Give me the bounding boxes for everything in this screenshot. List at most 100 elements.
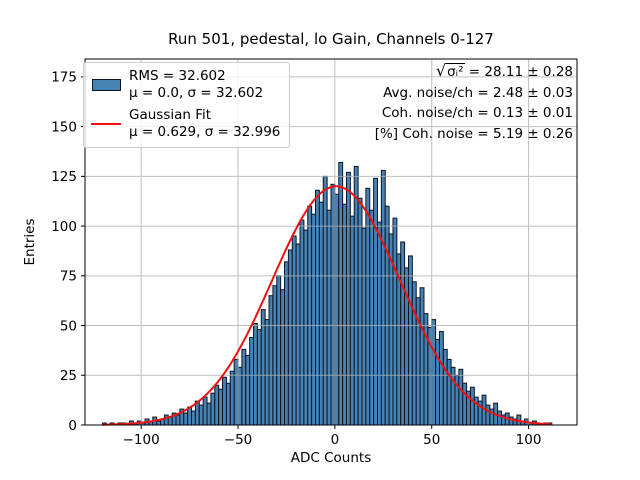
histogram-bar [198, 404, 204, 426]
histogram-bar [369, 209, 375, 426]
histogram-bar [237, 366, 243, 426]
histogram-bar [229, 370, 235, 426]
pct-coh-noise-line: [%] Coh. noise = 5.19 ± 0.26 [374, 125, 573, 142]
legend-handle [91, 122, 121, 126]
histogram-bar [241, 348, 247, 426]
sqrt-value: = 28.11 ± 0.28 [464, 64, 573, 80]
histogram-bar [280, 289, 286, 426]
histogram-bar [326, 209, 332, 426]
histogram-bar [349, 215, 355, 426]
x-tick-label: −50 [224, 432, 253, 448]
histogram-bar [253, 323, 258, 426]
histogram-bar [303, 229, 309, 426]
y-tick-label: 0 [68, 418, 77, 434]
sqrt-radicand: σᵢ² [446, 63, 465, 80]
histogram-bar [272, 285, 278, 426]
legend-hist-stats: μ = 0.0, σ = 32.602 [129, 85, 264, 101]
x-axis-label: ADC Counts [290, 450, 372, 466]
histogram-bar [291, 235, 297, 426]
histogram-bar [225, 382, 231, 426]
fit-line-icon [91, 122, 121, 126]
histogram-bar [183, 412, 189, 426]
histogram-bar [322, 175, 328, 426]
histogram-bar [353, 165, 359, 426]
legend-entry-histogram: RMS = 32.602 μ = 0.0, σ = 32.602 [91, 68, 280, 102]
histogram-bar [299, 219, 305, 426]
histogram-bar [384, 205, 390, 426]
histogram-bar [450, 366, 456, 426]
legend-histogram-text: RMS = 32.602 μ = 0.0, σ = 32.602 [129, 68, 263, 102]
histogram-bar [268, 295, 274, 426]
histogram-bar [214, 384, 220, 426]
y-tick-label: 125 [51, 169, 77, 185]
histogram-bar [446, 358, 452, 426]
y-tick-label: 50 [60, 318, 77, 334]
legend-hist-rms: RMS = 32.602 [129, 68, 226, 84]
y-tick-label: 175 [51, 70, 77, 86]
histogram-bar [163, 414, 169, 426]
histogram-bar [264, 319, 270, 426]
sqrt-icon: √ [435, 61, 447, 80]
histogram-bar [206, 402, 212, 426]
histogram-bar [156, 420, 162, 426]
histogram-bar [361, 227, 367, 426]
histogram-bar [260, 309, 266, 426]
avg-noise-line: Avg. noise/ch = 2.48 ± 0.03 [383, 84, 573, 101]
tick-labels: −100 −50 0 50 100 0 25 50 75 100 125 150 175 [51, 70, 541, 448]
histogram-bar [373, 177, 378, 426]
histogram-bar [380, 169, 386, 426]
y-tick-label: 150 [51, 119, 77, 135]
histogram-bar [295, 243, 301, 426]
gaussian-fit-curve [102, 185, 551, 426]
legend-fit-text: Gaussian Fit μ = 0.629, σ = 32.996 [129, 107, 280, 141]
histogram-bar [435, 338, 440, 426]
histogram-bar [411, 281, 417, 426]
histogram-bar [345, 171, 351, 426]
histogram-bar [462, 382, 468, 426]
legend-fit-stats: μ = 0.629, σ = 32.996 [129, 124, 281, 140]
histogram-bar [307, 205, 313, 426]
histogram-bar [245, 354, 251, 426]
x-tick-label: 0 [331, 432, 340, 448]
x-tick-label: −100 [123, 432, 160, 448]
legend-handle [91, 79, 121, 91]
histogram-bar [233, 358, 239, 426]
histogram-bar [276, 275, 282, 426]
histogram-bar [400, 241, 406, 426]
histogram-bar [187, 406, 193, 426]
histogram-bar [365, 187, 371, 426]
histogram-bar [315, 189, 320, 426]
histogram-bar [194, 400, 200, 426]
histogram-bar [202, 396, 208, 426]
histogram-swatch-icon [91, 79, 121, 91]
histogram-bar [442, 348, 448, 426]
histogram-bar [284, 261, 289, 426]
x-tick-label: 100 [516, 432, 542, 448]
grid-lines [85, 59, 577, 425]
stats-annotation: √σᵢ² = 28.11 ± 0.28 Avg. noise/ch = 2.48… [375, 61, 573, 144]
histogram-bar [469, 386, 475, 426]
histogram-bar [376, 221, 382, 426]
histogram-bar [423, 313, 429, 426]
histogram-bar [218, 388, 224, 426]
histogram-bar [222, 376, 227, 426]
histogram-bar [497, 410, 502, 426]
y-tick-label: 75 [60, 269, 77, 285]
y-tick-label: 100 [51, 219, 77, 235]
x-tick-label: 50 [423, 432, 440, 448]
histogram-bar [334, 193, 340, 426]
histogram-bar [485, 404, 491, 426]
sqrt-sigma-line: √σᵢ² = 28.11 ± 0.28 [375, 61, 573, 83]
histogram-bar [407, 255, 413, 426]
y-axis-label: Entries [22, 218, 38, 266]
histogram-bar [419, 287, 425, 426]
legend-box: RMS = 32.602 μ = 0.0, σ = 32.602 Gaussia… [83, 62, 291, 148]
histogram-bar [357, 197, 363, 426]
histogram-bar [431, 319, 437, 426]
chart-title: Run 501, pedestal, lo Gain, Channels 0-1… [168, 30, 494, 48]
histogram-bar [210, 392, 216, 426]
histogram-bar [311, 213, 317, 426]
histogram-bar [318, 201, 324, 426]
histogram-bar [342, 203, 347, 426]
